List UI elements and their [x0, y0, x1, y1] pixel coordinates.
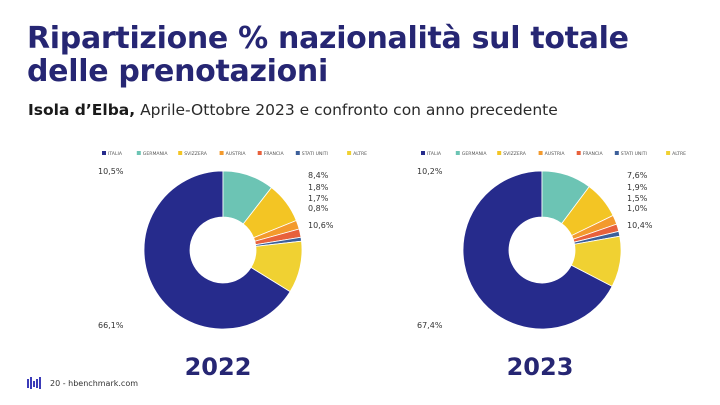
donut-chart-2023-svg: ITALIA GERMANIA SVIZZERA AUSTRIA FRANCIA STAT…	[415, 138, 720, 358]
logo-bar	[27, 379, 29, 388]
value-label-svizzera-2023: 7,6%	[627, 171, 648, 180]
legend-label-francia-2022: FRANCIA	[264, 151, 285, 157]
page-title: Ripartizione % nazionalità sul totale de…	[27, 22, 707, 88]
legend-swatch-altre-2023	[666, 151, 670, 155]
footer: 20 - hbenchmark.com	[27, 376, 138, 390]
legend-swatch-austria-2022	[220, 151, 224, 155]
legend-swatch-svizzera-2023	[497, 151, 501, 155]
value-label-austria-2023: 1,9%	[627, 183, 648, 192]
hbenchmark-logo-icon	[27, 377, 43, 389]
logo-bar	[30, 377, 32, 389]
value-label-stati-uniti-2023: 1,0%	[627, 204, 648, 213]
legend-swatch-germania-2023	[456, 151, 460, 155]
legend-label-austria-2022: AUSTRIA	[226, 151, 247, 157]
donut-chart-2022-svg: ITALIA GERMANIA SVIZZERA AUSTRIA FRANCIA STAT…	[96, 138, 416, 358]
legend-swatch-austria-2023	[539, 151, 543, 155]
legend-label-altre-2023: ALTRE	[672, 151, 686, 157]
value-label-italia-2023: 67,4%	[417, 321, 443, 330]
legend-label-stati-uniti-2023: STATI UNITI	[621, 151, 647, 157]
legend-swatch-francia-2023	[577, 151, 581, 155]
legend-label-svizzera-2022: SVIZZERA	[184, 151, 208, 157]
legend-swatch-italia-2022	[102, 151, 106, 155]
value-label-stati-uniti-2022: 0,8%	[308, 204, 329, 213]
chart-2023: ITALIA GERMANIA SVIZZERA AUSTRIA FRANCIA STAT…	[415, 138, 720, 358]
year-label-2022: 2022	[148, 353, 288, 381]
legend-label-svizzera-2023: SVIZZERA	[503, 151, 527, 157]
value-label-italia-2022: 66,1%	[98, 321, 124, 330]
logo-bar	[33, 381, 35, 387]
value-label-altre-2023: 10,4%	[627, 221, 653, 230]
page-subtitle: Isola d’Elba, Aprile-Ottobre 2023 e conf…	[28, 101, 708, 119]
legend-swatch-altre-2022	[347, 151, 351, 155]
legend-swatch-francia-2022	[258, 151, 262, 155]
legend-swatch-stati-uniti-2023	[615, 151, 619, 155]
legend-label-germania-2022: GERMANIA	[143, 151, 169, 157]
value-label-austria-2022: 1,8%	[308, 183, 329, 192]
legend-label-francia-2023: FRANCIA	[583, 151, 604, 157]
legend-label-germania-2023: GERMANIA	[462, 151, 488, 157]
legend-swatch-stati-uniti-2022	[296, 151, 300, 155]
value-label-altre-2022: 10,6%	[308, 221, 334, 230]
legend-swatch-italia-2023	[421, 151, 425, 155]
subtitle-location: Isola d’Elba,	[28, 101, 135, 119]
logo-bar	[36, 379, 38, 388]
footer-text: 20 - hbenchmark.com	[50, 379, 138, 388]
year-label-2023: 2023	[470, 353, 610, 381]
value-label-francia-2022: 1,7%	[308, 194, 329, 203]
legend-swatch-svizzera-2022	[178, 151, 182, 155]
legend-label-italia-2023: ITALIA	[427, 151, 442, 157]
chart-2022: ITALIA GERMANIA SVIZZERA AUSTRIA FRANCIA STAT…	[96, 138, 416, 358]
value-label-germania-2023: 10,2%	[417, 167, 443, 176]
legend-label-austria-2023: AUSTRIA	[545, 151, 566, 157]
logo-bar	[39, 377, 41, 389]
legend-label-altre-2022: ALTRE	[353, 151, 367, 157]
legend-label-italia-2022: ITALIA	[108, 151, 123, 157]
value-label-germania-2022: 10,5%	[98, 167, 124, 176]
legend-swatch-germania-2022	[137, 151, 141, 155]
legend-label-stati-uniti-2022: STATI UNITI	[302, 151, 328, 157]
value-label-svizzera-2022: 8,4%	[308, 171, 329, 180]
value-label-francia-2023: 1,5%	[627, 194, 648, 203]
subtitle-period: Aprile-Ottobre 2023 e confronto con anno…	[135, 101, 558, 119]
